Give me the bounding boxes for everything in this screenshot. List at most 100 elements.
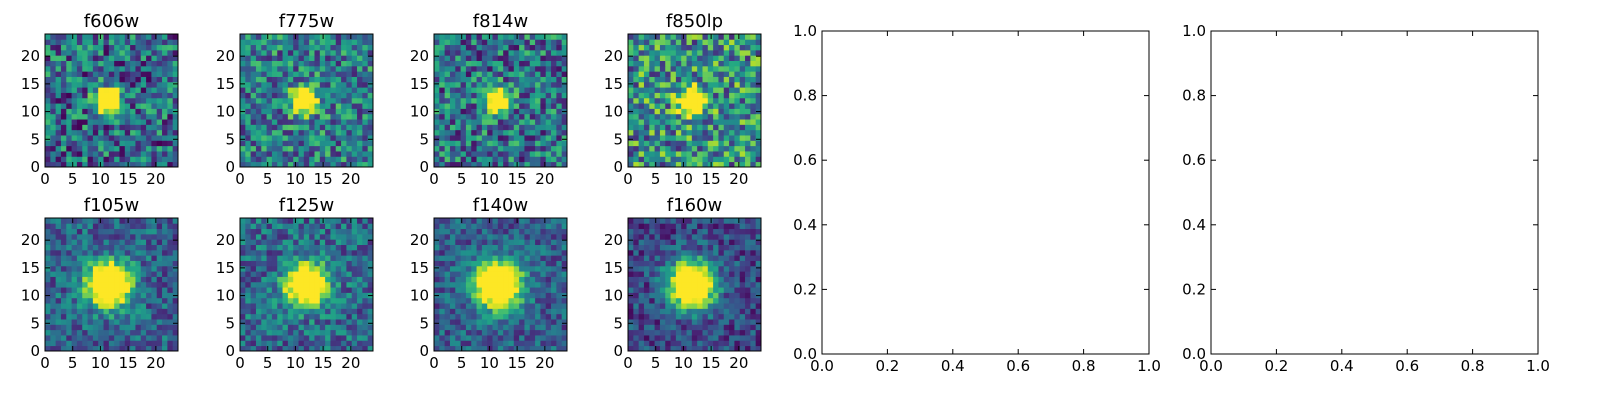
pixel-cell: [551, 244, 557, 251]
pixel-cell: [277, 87, 283, 93]
pixel-cell: [686, 113, 693, 120]
pixel-cell: [434, 161, 440, 168]
pixel-cell: [325, 34, 331, 40]
pixel-cell: [108, 60, 115, 67]
pixel-cell: [465, 303, 472, 309]
pixel-cell: [341, 145, 347, 152]
pixel-cell: [734, 161, 741, 168]
pixel-cell: [739, 49, 746, 56]
pixel-cell: [649, 129, 655, 136]
pixel-cell: [87, 239, 94, 245]
pixel-cell: [702, 119, 709, 125]
pixel-cell: [87, 55, 94, 61]
pixel-cell: [162, 249, 168, 256]
pixel-cell: [723, 297, 730, 304]
pixel-cell: [135, 44, 142, 51]
pixel-cell: [444, 49, 451, 56]
pixel-cell: [55, 265, 62, 272]
pixel-cell: [119, 44, 126, 51]
pixel-cell: [367, 340, 374, 347]
pixel-cell: [643, 108, 650, 115]
pixel-cell: [471, 233, 477, 240]
pixel-cell: [702, 113, 709, 120]
pixel-cell: [330, 92, 337, 99]
pixel-cell: [707, 303, 714, 309]
pixel-cell: [750, 140, 757, 147]
pixel-cell: [434, 239, 440, 245]
pixel-cell: [471, 34, 477, 40]
pixel-cell: [723, 281, 730, 288]
pixel-cell: [130, 55, 136, 61]
pixel-cell: [277, 97, 283, 104]
pixel-cell: [556, 281, 563, 288]
pixel-cell: [739, 124, 746, 131]
pixel-cell: [271, 335, 278, 341]
pixel-cell: [551, 287, 557, 293]
pixel-cell: [172, 345, 179, 352]
pixel-cell: [519, 244, 525, 251]
pixel-cell: [76, 329, 83, 336]
pixel-cell: [487, 49, 493, 56]
pixel-cell: [66, 292, 72, 299]
pixel-cell: [151, 97, 158, 104]
pixel-cell: [76, 135, 83, 141]
pixel-cell: [240, 335, 246, 341]
x-tick-label: 5: [68, 170, 78, 188]
pixel-cell: [167, 129, 174, 136]
pixel-cell: [135, 71, 142, 77]
pixel-cell: [476, 161, 483, 168]
pixel-cell: [92, 39, 99, 46]
pixel-cell: [649, 113, 655, 120]
pixel-cell: [45, 287, 51, 293]
pixel-cell: [465, 218, 472, 224]
pixel-cell: [750, 113, 757, 120]
pixel-cell: [146, 92, 152, 99]
pixel-cell: [487, 60, 493, 67]
pixel-cell: [561, 145, 568, 152]
pixel-cell: [665, 65, 671, 72]
pixel-cell: [303, 324, 310, 331]
pixel-cell: [471, 281, 477, 288]
pixel-cell: [124, 119, 131, 125]
pixel-cell: [729, 345, 735, 352]
pixel-cell: [255, 124, 262, 131]
pixel-cell: [697, 113, 703, 120]
pixel-cell: [303, 49, 310, 56]
pixel-cell: [729, 292, 735, 299]
pixel-cell: [261, 44, 267, 51]
pixel-cell: [55, 287, 62, 293]
pixel-cell: [460, 156, 467, 163]
pixel-cell: [513, 308, 520, 315]
pixel-cell: [108, 233, 115, 240]
pixel-cell: [492, 308, 499, 315]
pixel-cell: [335, 297, 342, 304]
pixel-cell: [686, 87, 693, 93]
pixel-cell: [750, 87, 757, 93]
pixel-cell: [76, 287, 83, 293]
pixel-cell: [729, 340, 735, 347]
pixel-cell: [245, 271, 252, 277]
pixel-cell: [45, 140, 51, 147]
pixel-cell: [87, 297, 94, 304]
pixel-cell: [266, 65, 273, 72]
pixel-cell: [156, 329, 163, 336]
pixel-cell: [707, 271, 714, 277]
pixel-cell: [750, 345, 757, 352]
pixel-cell: [508, 303, 515, 309]
pixel-cell: [444, 244, 451, 251]
pixel-cell: [245, 239, 252, 245]
pixel-cell: [367, 113, 374, 120]
pixel-cell: [103, 218, 110, 224]
pixel-cell: [341, 140, 347, 147]
pixel-cell: [471, 260, 477, 267]
pixel-cell: [487, 151, 493, 157]
pixel-cell: [319, 255, 326, 261]
pixel-cell: [659, 156, 666, 163]
pixel-cell: [449, 103, 456, 109]
pixel-cell: [351, 329, 358, 336]
pixel-cell: [71, 276, 78, 283]
pixel-cell: [670, 345, 677, 352]
pixel-cell: [702, 97, 709, 104]
pixel-cell: [319, 265, 326, 272]
